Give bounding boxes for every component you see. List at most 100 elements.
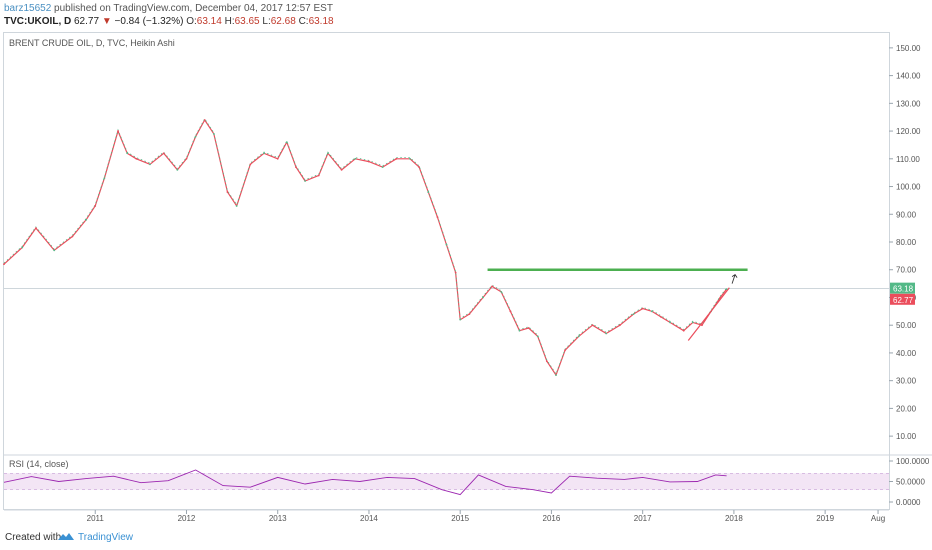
price-point xyxy=(491,285,494,288)
price-point xyxy=(605,332,608,335)
price-point xyxy=(618,324,621,327)
rsi-line xyxy=(3,469,727,496)
price-point xyxy=(445,243,448,246)
low-label: L: xyxy=(262,16,271,27)
price-point xyxy=(249,163,252,166)
last-price-badge-label: 63.18 xyxy=(893,285,914,294)
tradingview-logo-icon xyxy=(57,531,75,546)
symbol-line: TVC:UKOIL, D 62.77 ▼ −0.84 (−1.32%) O:63… xyxy=(4,16,334,27)
x-tick-label: 2014 xyxy=(360,514,378,523)
price-point xyxy=(71,235,74,238)
time-axis[interactable]: 2011 2012 2013 2014 2015 2016 2017 2018 2019 Aug xyxy=(4,509,889,523)
y-tick-label: 50.00 xyxy=(896,321,917,330)
y-tick-label: 40.00 xyxy=(896,349,917,358)
price-point xyxy=(326,152,329,155)
price-point xyxy=(304,180,306,182)
price-point xyxy=(85,218,88,221)
price-point xyxy=(53,249,56,252)
price-point xyxy=(226,191,229,193)
price-point xyxy=(564,349,567,352)
y-tick-label: 80.00 xyxy=(896,238,917,247)
price-point xyxy=(185,157,188,160)
price-point xyxy=(577,335,580,338)
price-point xyxy=(518,329,521,332)
price-point xyxy=(340,168,343,171)
y-tick-label: 100.00 xyxy=(896,183,921,192)
high-label: H: xyxy=(224,16,235,27)
x-tick-label: 2012 xyxy=(178,514,196,523)
high-value: 63.65 xyxy=(234,16,260,27)
open-value: 63.14 xyxy=(196,16,222,27)
price-point xyxy=(669,321,671,324)
price-point xyxy=(203,119,206,121)
price-point xyxy=(500,291,503,293)
price-series-line xyxy=(3,119,728,376)
price-point xyxy=(317,174,320,177)
prev-price-badge-label: 62.77 xyxy=(893,296,914,305)
y-tick-label: 130.00 xyxy=(896,99,921,108)
price-pane[interactable]: 150.00 140.00 130.00 120.00 110.00 100.00 90.0… xyxy=(3,44,932,456)
price-series-up-candles xyxy=(3,118,727,375)
y-tick-label: 70.00 xyxy=(896,266,917,275)
price-point xyxy=(354,157,357,160)
rsi-y-tick-label: 0.0000 xyxy=(896,498,921,507)
y-tick-label: 20.00 xyxy=(896,404,917,413)
rsi-y-tick-label: 50.0000 xyxy=(896,478,925,487)
price-point xyxy=(263,152,265,155)
price-point xyxy=(691,321,694,324)
price-point xyxy=(427,191,430,193)
x-tick-label: 2011 xyxy=(87,514,105,523)
x-tick-label: 2016 xyxy=(543,514,561,523)
footer-created-with: Created with xyxy=(5,532,62,543)
publish-info: published on TradingView.com, December 0… xyxy=(54,3,333,14)
price-point xyxy=(409,157,411,160)
x-tick-label: 2015 xyxy=(451,514,469,523)
price-point xyxy=(395,157,398,160)
close-label: C: xyxy=(298,16,309,27)
price-point xyxy=(527,327,530,329)
y-tick-label: 10.00 xyxy=(896,432,917,441)
price-point xyxy=(660,315,662,318)
down-triangle-icon: ▼ xyxy=(101,16,112,27)
last-price: 62.77 xyxy=(74,16,100,27)
price-point xyxy=(21,246,24,249)
low-value: 62.68 xyxy=(270,16,296,27)
rsi-title: RSI (14, close) xyxy=(9,459,69,469)
y-tick-label: 140.00 xyxy=(896,72,921,81)
footer-brand[interactable]: TradingView xyxy=(78,532,134,543)
price-point xyxy=(436,216,439,218)
price-point xyxy=(235,205,238,207)
price-point xyxy=(381,166,384,169)
y-tick-label: 150.00 xyxy=(896,44,921,53)
chart-title: BRENT CRUDE OIL, D, TVC, Heikin Ashi xyxy=(9,38,175,48)
price-point xyxy=(641,307,644,310)
forecast-arrow-icon xyxy=(731,273,738,284)
close-value: 63.18 xyxy=(308,16,334,27)
rsi-pane[interactable]: 100.0000 50.0000 0.0000 xyxy=(3,457,930,507)
price-point xyxy=(418,166,421,169)
price-point xyxy=(126,152,129,155)
y-tick-label: 30.00 xyxy=(896,377,917,386)
author-link[interactable]: barz15652 xyxy=(4,3,52,14)
x-tick-label: 2018 xyxy=(725,514,743,523)
price-point xyxy=(632,313,635,316)
trend-line xyxy=(687,287,730,341)
price-point xyxy=(454,271,457,274)
price-point xyxy=(194,135,197,138)
price-point xyxy=(295,166,297,169)
price-point xyxy=(276,157,279,160)
price-point xyxy=(725,288,728,291)
price-point xyxy=(536,335,539,338)
x-tick-label: 2017 xyxy=(634,514,652,523)
price-point xyxy=(117,130,119,132)
price-point xyxy=(650,310,653,313)
publish-line: barz15652 published on TradingView.com, … xyxy=(4,3,333,14)
price-point xyxy=(701,324,703,327)
prev-price-badge xyxy=(890,293,915,305)
price-point xyxy=(285,141,288,144)
symbol-label: TVC:UKOIL, D xyxy=(4,16,72,27)
price-point xyxy=(3,263,5,266)
price-point xyxy=(212,132,215,135)
price-point xyxy=(35,227,37,230)
